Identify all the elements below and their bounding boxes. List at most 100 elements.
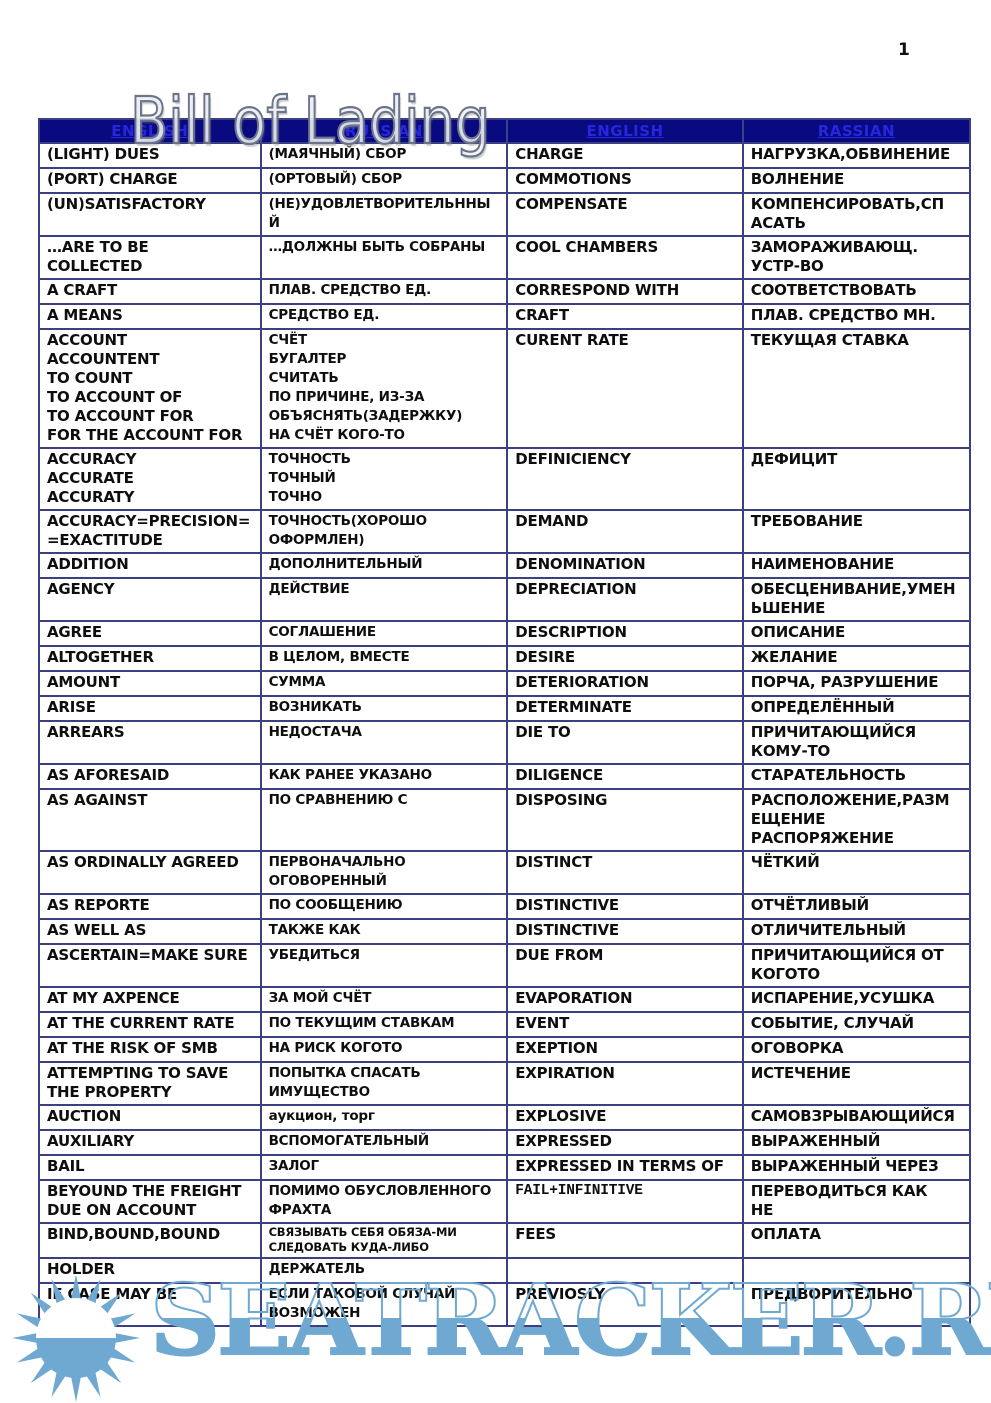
table-row: ACCURACY=PRECISION= =EXACTITUDE ТОЧНОСТЬ(…: [38, 509, 972, 554]
russian-term-cell-right: ОПРЕДЕЛЁННЫЙ: [741, 695, 972, 722]
table-row: ASCERTAIN=MAKE SURE УБЕДИТЬСЯ DUE FROM ПРИЧ…: [38, 943, 972, 988]
vocab-table-body: (LIGHT) DUES (МАЯЧНЫЙ) СБОР CHARGE НАГРУЗКА…: [38, 142, 972, 1327]
english-term-cell-right: CURENT RATE: [506, 328, 744, 449]
russian-term-cell-right: ИСТЕЧЕНИЕ: [741, 1061, 972, 1106]
russian-term-cell-left: ВОЗНИКАТЬ: [259, 695, 509, 722]
russian-term-cell-right: ВОЛНЕНИЕ: [741, 167, 972, 194]
russian-term-cell-left: СРЕДСТВО ЕД.: [259, 303, 509, 330]
english-term-cell-right: DILIGENCE: [506, 763, 744, 790]
table-row: AS ORDINALLY AGREED ПЕРВОНАЧАЛЬНО ОГОВОРЕ…: [38, 850, 972, 895]
russian-term-cell-right: ЖЕЛАНИЕ: [741, 645, 972, 672]
russian-term-cell-right: ТЕКУЩАЯ СТАВКА: [741, 328, 972, 449]
english-term-cell-right: EXPRESSED IN TERMS OF: [506, 1154, 744, 1181]
russian-term-cell-right: ПРЕДВОРИТЕЛЬНО: [741, 1282, 972, 1327]
russian-term-cell-left: ПЕРВОНАЧАЛЬНО ОГОВОРЕННЫЙ: [259, 850, 509, 895]
table-row: AS AGAINST ПО СРАВНЕНИЮ С DISPOSING РАСПОЛО…: [38, 788, 972, 852]
russian-term-cell-left: ТОЧНОСТЬ ТОЧНЫЙ ТОЧНО: [259, 447, 509, 511]
russian-term-cell-right: ОПЛАТА: [741, 1222, 972, 1259]
table-row: BAIL ЗАЛОГ EXPRESSED IN TERMS OF ВЫРАЖЕННЫЙ…: [38, 1154, 972, 1181]
english-term-cell-left: AS AFORESAID: [38, 763, 262, 790]
russian-term-cell-left: В ЦЕЛОМ, ВМЕСТЕ: [259, 645, 509, 672]
english-term-cell-right: COMMOTIONS: [506, 167, 744, 194]
russian-term-cell-right: ПЕРЕВОДИТЬСЯ КАК НЕ: [741, 1179, 972, 1224]
russian-term-cell-right: ЗАМОРАЖИВАЮЩ. УСТР-ВО: [741, 235, 972, 280]
english-term-cell-right: DENOMINATION: [506, 552, 744, 579]
english-term-cell-left: (PORT) CHARGE: [38, 167, 262, 194]
english-term-cell-left: AUXILIARY: [38, 1129, 262, 1156]
russian-term-cell-left: ЗА МОЙ СЧЁТ: [259, 986, 509, 1013]
russian-term-cell-left: (НЕ)УДОВЛЕТВОРИТЕЛЬННЫЙ: [259, 192, 509, 237]
russian-term-cell-left: ДЕРЖАТЕЛЬ: [259, 1257, 509, 1284]
english-term-cell-left: AS AGAINST: [38, 788, 262, 852]
russian-term-cell-right: РАСПОЛОЖЕНИЕ,РАЗМ ЕЩЕНИЕ РАСПОРЯЖЕНИЕ: [741, 788, 972, 852]
english-term-cell-right: DEFINICIENCY: [506, 447, 744, 511]
russian-term-cell-right: ОТЧЁТЛИВЫЙ: [741, 893, 972, 920]
table-row: AT MY AXPENCE ЗА МОЙ СЧЁТ EVAPORATION ИСПАР…: [38, 986, 972, 1013]
english-term-cell-right: DISTINCT: [506, 850, 744, 895]
english-term-cell-right: DETERMINATE: [506, 695, 744, 722]
english-term-cell-left: (UN)SATISFACTORY: [38, 192, 262, 237]
russian-term-cell-left: СОГЛАШЕНИЕ: [259, 620, 509, 647]
russian-term-cell-right: ОБЕСЦЕНИВАНИЕ,УМЕН ЬШЕНИЕ: [741, 577, 972, 622]
russian-term-cell-right: ДЕФИЦИТ: [741, 447, 972, 511]
russian-term-cell-left: ПО СРАВНЕНИЮ С: [259, 788, 509, 852]
russian-term-cell-right: НАИМЕНОВАНИЕ: [741, 552, 972, 579]
russian-term-cell-left: ТОЧНОСТЬ(ХОРОШО ОФОРМЛЕН): [259, 509, 509, 554]
russian-term-cell-right: САМОВЗРЫВАЮЩИЙСЯ: [741, 1104, 972, 1131]
english-term-cell-right: EXPRESSED: [506, 1129, 744, 1156]
english-term-cell-left: AT THE RISK OF SMB: [38, 1036, 262, 1063]
english-term-cell-left: ATTEMPTING TO SAVE THE PROPERTY: [38, 1061, 262, 1106]
table-row: ACCOUNT ACCOUNTENT TO COUNT TO ACCOUNT O…: [38, 328, 972, 449]
table-row: AGENCY ДЕЙСТВИЕ DEPRECIATION ОБЕСЦЕНИВАНИЕ,…: [38, 577, 972, 622]
english-term-cell-right: DEPRECIATION: [506, 577, 744, 622]
table-row: ARREARS НЕДОСТАЧА DIE TO ПРИЧИТАЮЩИЙСЯ КОМУ…: [38, 720, 972, 765]
column-header-english-right: ENGLISH: [506, 118, 744, 144]
english-term-cell-right: EVAPORATION: [506, 986, 744, 1013]
english-term-cell-right: EXPIRATION: [506, 1061, 744, 1106]
table-row: ACCURACY ACCURATE ACCURATY ТОЧНОСТЬ ТОЧНЫ…: [38, 447, 972, 511]
russian-term-cell-left: …ДОЛЖНЫ БЫТЬ СОБРАНЫ: [259, 235, 509, 280]
table-row: ATTEMPTING TO SAVE THE PROPERTY ПОПЫТКА С…: [38, 1061, 972, 1106]
english-term-cell-left: ADDITION: [38, 552, 262, 579]
english-term-cell-right: DESIRE: [506, 645, 744, 672]
english-term-cell-left: (LIGHT) DUES: [38, 142, 262, 169]
table-row: …ARE TO BE COLLECTED …ДОЛЖНЫ БЫТЬ СОБРАНЫ…: [38, 235, 972, 280]
table-row: AGREE СОГЛАШЕНИЕ DESCRIPTION ОПИСАНИЕ: [38, 620, 972, 647]
russian-term-cell-left: ДОПОЛНИТЕЛЬНЫЙ: [259, 552, 509, 579]
english-term-cell-right: DISPOSING: [506, 788, 744, 852]
russian-term-cell-left: ПО ТЕКУЩИМ СТАВКАМ: [259, 1011, 509, 1038]
russian-term-cell-right: ВЫРАЖЕННЫЙ ЧЕРЕЗ: [741, 1154, 972, 1181]
english-term-cell-left: AUCTION: [38, 1104, 262, 1131]
russian-term-cell-right: СТАРАТЕЛЬНОСТЬ: [741, 763, 972, 790]
english-term-cell-left: AGENCY: [38, 577, 262, 622]
table-row: AS AFORESAID КАК РАНЕЕ УКАЗАНО DILIGENCE СТ…: [38, 763, 972, 790]
page-number: 1: [898, 40, 910, 60]
table-row: A CRAFT ПЛАВ. СРЕДСТВО ЕД. CORRESPOND WITH…: [38, 278, 972, 305]
table-row: ARISE ВОЗНИКАТЬ DETERMINATE ОПРЕДЕЛЁННЫЙ: [38, 695, 972, 722]
english-term-cell-left: BAIL: [38, 1154, 262, 1181]
english-term-cell-left: BIND,BOUND,BOUND: [38, 1222, 262, 1259]
russian-term-cell-right: ПОРЧА, РАЗРУШЕНИЕ: [741, 670, 972, 697]
english-term-cell-right: DEMAND: [506, 509, 744, 554]
russian-term-cell-right: СООТВЕТСТВОВАТЬ: [741, 278, 972, 305]
table-row: AT THE RISK OF SMB НА РИСК КОГОТО EXEPTION…: [38, 1036, 972, 1063]
russian-term-cell-left: ДЕЙСТВИЕ: [259, 577, 509, 622]
table-row: ALTOGETHER В ЦЕЛОМ, ВМЕСТЕ DESIRE ЖЕЛАНИЕ: [38, 645, 972, 672]
english-term-cell-right: CHARGE: [506, 142, 744, 169]
russian-term-cell-right: ОПИСАНИЕ: [741, 620, 972, 647]
english-term-cell-left: AT MY AXPENCE: [38, 986, 262, 1013]
russian-term-cell-left: ВСПОМОГАТЕЛЬНЫЙ: [259, 1129, 509, 1156]
english-term-cell-left: …ARE TO BE COLLECTED: [38, 235, 262, 280]
column-header-english-left: ENGLISH: [38, 118, 262, 144]
table-row: AT THE CURRENT RATE ПО ТЕКУЩИМ СТАВКАМ EVE…: [38, 1011, 972, 1038]
russian-term-cell-left: УБЕДИТЬСЯ: [259, 943, 509, 988]
russian-term-cell-left: ПОМИМО ОБУСЛОВЛЕННОГО ФРАХТА: [259, 1179, 509, 1224]
table-row: (PORT) CHARGE (ОРТОВЫЙ) СБОР COMMOTIONS ВОЛ…: [38, 167, 972, 194]
table-row: (UN)SATISFACTORY (НЕ)УДОВЛЕТВОРИТЕЛЬННЫЙ C…: [38, 192, 972, 237]
russian-term-cell-left: ПЛАВ. СРЕДСТВО ЕД.: [259, 278, 509, 305]
table-row: A MEANS СРЕДСТВО ЕД. CRAFT ПЛАВ. СРЕДСТВО М…: [38, 303, 972, 330]
english-term-cell-left: ACCURACY=PRECISION= =EXACTITUDE: [38, 509, 262, 554]
russian-term-cell-left: (МАЯЧНЫЙ) СБОР: [259, 142, 509, 169]
russian-term-cell-left: НА РИСК КОГОТО: [259, 1036, 509, 1063]
